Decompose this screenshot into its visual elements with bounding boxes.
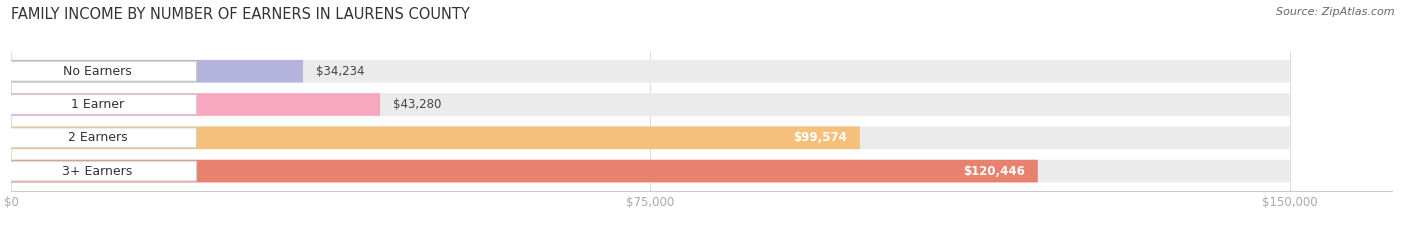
FancyBboxPatch shape <box>11 60 1289 82</box>
Text: 2 Earners: 2 Earners <box>67 131 128 144</box>
Text: $43,280: $43,280 <box>392 98 441 111</box>
FancyBboxPatch shape <box>0 95 197 114</box>
FancyBboxPatch shape <box>11 93 380 116</box>
FancyBboxPatch shape <box>0 161 197 181</box>
FancyBboxPatch shape <box>11 127 1289 149</box>
FancyBboxPatch shape <box>11 160 1289 182</box>
FancyBboxPatch shape <box>0 128 197 148</box>
Text: 3+ Earners: 3+ Earners <box>62 164 132 178</box>
FancyBboxPatch shape <box>11 127 860 149</box>
FancyBboxPatch shape <box>0 61 197 81</box>
Text: $34,234: $34,234 <box>316 65 364 78</box>
Text: $120,446: $120,446 <box>963 164 1025 178</box>
Text: Source: ZipAtlas.com: Source: ZipAtlas.com <box>1277 7 1395 17</box>
FancyBboxPatch shape <box>11 60 304 82</box>
Text: No Earners: No Earners <box>63 65 132 78</box>
Text: FAMILY INCOME BY NUMBER OF EARNERS IN LAURENS COUNTY: FAMILY INCOME BY NUMBER OF EARNERS IN LA… <box>11 7 470 22</box>
FancyBboxPatch shape <box>11 93 1289 116</box>
Text: $99,574: $99,574 <box>793 131 846 144</box>
Text: 1 Earner: 1 Earner <box>70 98 124 111</box>
FancyBboxPatch shape <box>11 160 1038 182</box>
